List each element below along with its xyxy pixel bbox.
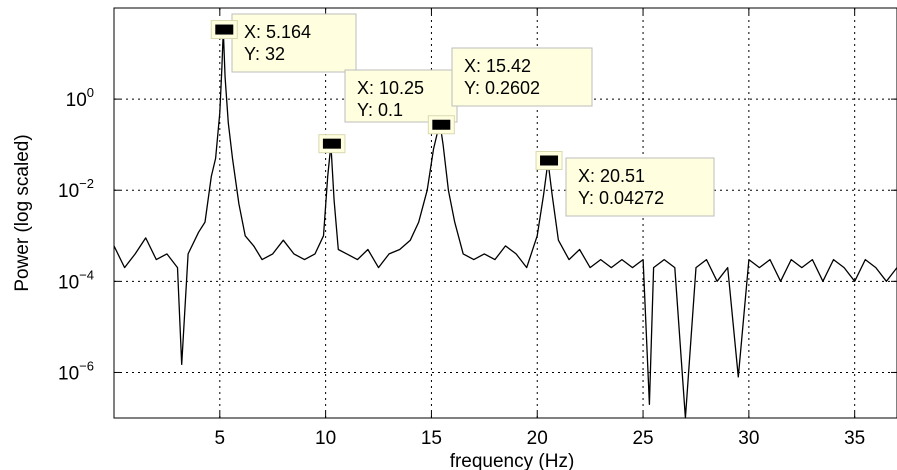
datatip-y-text: Y: 32: [244, 44, 285, 64]
x-tick-label: 35: [844, 428, 865, 449]
datatip: X: 15.42Y: 0.2602: [427, 47, 593, 135]
datatip: X: 10.25Y: 0.1: [318, 69, 458, 154]
y-tick-label: 100: [66, 85, 94, 111]
x-tick-label: 15: [421, 428, 442, 449]
x-tick-label: 5: [215, 428, 226, 449]
datatip-x-text: X: 20.51: [578, 166, 645, 186]
datatip: X: 20.51Y: 0.04272: [535, 150, 715, 217]
x-axis-title: frequency (Hz): [450, 451, 575, 470]
y-tick-label: 10−4: [58, 267, 94, 293]
x-tick-labels: 5 10 15 20 25 30 35: [215, 428, 866, 449]
y-tick-label: 10−2: [58, 176, 94, 202]
datatip-y-text: Y: 0.1: [357, 100, 403, 120]
x-tick-label: 30: [738, 428, 759, 449]
datatip-box: [451, 47, 593, 107]
datatip-x-text: X: 15.42: [464, 56, 531, 76]
x-tick-label: 20: [527, 428, 548, 449]
x-tick-label: 25: [632, 428, 653, 449]
datatip-marker: [215, 24, 234, 35]
y-tick-label: 10−6: [58, 358, 94, 384]
y-axis-title: Power (log scaled): [12, 134, 33, 291]
datatip-y-text: Y: 0.04272: [578, 188, 664, 208]
datatip-marker: [540, 155, 559, 166]
datatip-box: [565, 157, 715, 217]
datatip-marker: [322, 138, 341, 149]
datatip-x-text: X: 5.164: [244, 22, 311, 42]
datatip-y-text: Y: 0.2602: [464, 78, 540, 98]
y-tick-labels: 10−6 10−4 10−2 100: [58, 85, 94, 384]
spectrum-line: [113, 29, 897, 419]
datatip-box: [344, 69, 458, 123]
series-group: [113, 29, 897, 419]
datatip-x-text: X: 10.25: [357, 78, 424, 98]
datatip-marker: [432, 119, 451, 130]
x-tick-label: 10: [315, 428, 336, 449]
datatip-box: [231, 13, 357, 73]
tick-marks: [114, 8, 897, 418]
